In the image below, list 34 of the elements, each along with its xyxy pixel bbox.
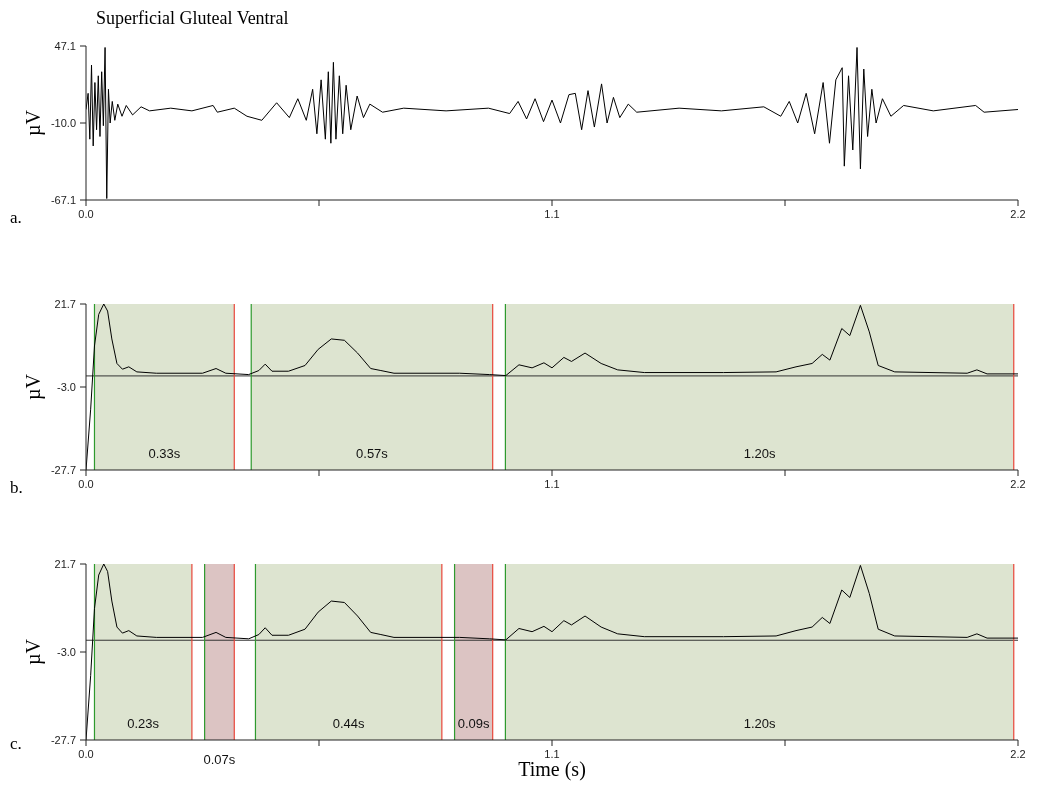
- text: b.: [10, 478, 23, 498]
- x-tick-label: 1.1: [544, 748, 560, 760]
- band-label: 0.23s: [127, 716, 160, 731]
- band-label: 0.09s: [457, 716, 491, 731]
- band-label: 0.33s: [148, 446, 181, 461]
- x-tick-label: 0.0: [78, 748, 94, 760]
- x-tick-label: 2.2: [1010, 208, 1026, 220]
- x-axis-title: Time (s): [518, 758, 586, 781]
- band-label: 0.57s: [356, 446, 389, 461]
- band-label: 0.07s: [203, 752, 236, 767]
- y-tick-label: -27.7: [50, 734, 76, 746]
- y-tick-label: -27.7: [50, 464, 76, 476]
- y-tick-label: 21.7: [54, 298, 76, 310]
- y-tick-label: 47.1: [54, 40, 76, 52]
- y-axis-title: µV: [22, 373, 45, 400]
- text: c.: [10, 734, 22, 754]
- y-tick-label: 21.7: [54, 558, 76, 570]
- y-axis-title: µV: [22, 638, 45, 665]
- band-label: 1.20s: [743, 446, 776, 461]
- y-tick-label: -3.0: [57, 381, 76, 393]
- y-axis-title: µV: [22, 109, 45, 136]
- y-tick-label: -3.0: [57, 646, 76, 658]
- x-tick-label: 0.0: [78, 208, 94, 220]
- band-label: 1.20s: [743, 716, 776, 731]
- x-tick-label: 0.0: [78, 478, 94, 490]
- chart-title: Superficial Gluteal Ventral: [96, 8, 290, 30]
- x-tick-label: 2.2: [1010, 478, 1026, 490]
- x-tick-label: 1.1: [544, 478, 560, 490]
- y-tick-label: -10.0: [50, 117, 76, 129]
- text: a.: [10, 208, 22, 228]
- x-tick-label: 2.2: [1010, 748, 1026, 760]
- y-tick-label: -67.1: [50, 194, 76, 206]
- x-tick-label: 1.1: [544, 208, 560, 220]
- band-label: 0.44s: [332, 716, 366, 731]
